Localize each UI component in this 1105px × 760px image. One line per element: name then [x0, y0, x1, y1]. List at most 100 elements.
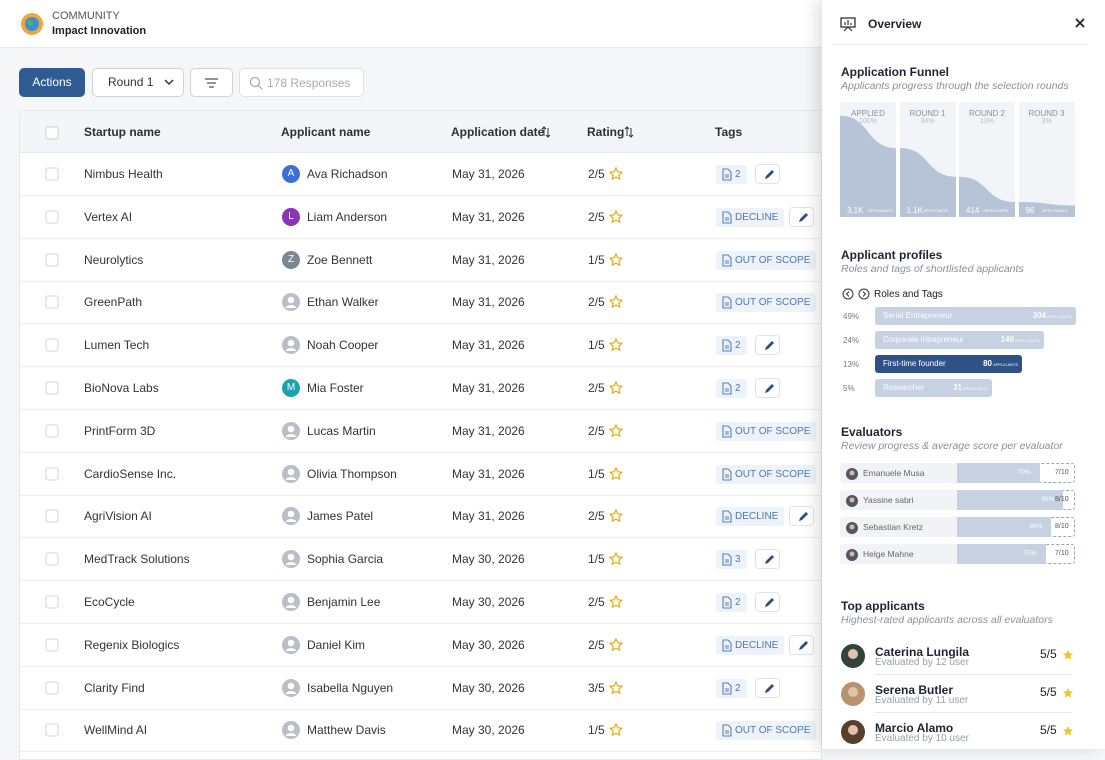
- tag-chip[interactable]: DECLINE: [716, 507, 785, 527]
- profile-bar[interactable]: First-time founder applicants 80: [875, 355, 1022, 373]
- checkbox: [45, 126, 59, 145]
- evaluator-row: [840, 490, 957, 510]
- tag-chip[interactable]: 2: [716, 379, 747, 398]
- funnel-area-svg: [899, 148, 956, 217]
- edit-button[interactable]: [755, 592, 780, 612]
- avatar: [282, 293, 300, 316]
- evaluator-row: [840, 517, 957, 537]
- star: [608, 166, 624, 186]
- applicant-name: Lucas Martin: [307, 423, 376, 438]
- evaluator-avatar: [846, 494, 858, 512]
- edit-button[interactable]: [755, 677, 780, 698]
- star-svg: [608, 294, 624, 309]
- divider: [875, 712, 1072, 713]
- top-sub: Evaluated by 12 user: [875, 657, 969, 668]
- checkbox-svg: [45, 167, 59, 181]
- table-row[interactable]: Vertex AI L Liam Anderson May 31, 2026 2/5 DE…: [20, 196, 823, 239]
- doc-icon: [721, 639, 733, 659]
- divider: [832, 44, 1088, 45]
- roles-heading: Roles and Tags: [874, 289, 943, 300]
- doc-icon: [721, 211, 733, 231]
- rating: 1/5: [588, 252, 605, 267]
- edit-button[interactable]: [755, 378, 780, 398]
- tag-chip[interactable]: OUT OF SCOPE: [716, 421, 817, 441]
- edit-button[interactable]: [755, 335, 780, 356]
- edit-button[interactable]: [755, 164, 780, 184]
- applicant-name: Liam Anderson: [307, 209, 388, 224]
- tag-chip[interactable]: 2: [716, 165, 747, 184]
- tag-chip[interactable]: 2: [716, 593, 747, 612]
- rating: 1/5: [588, 552, 605, 567]
- profile-bar[interactable]: Corporate intrapreneur applicants 149: [875, 331, 1044, 349]
- table-row[interactable]: AgriVision AI James Patel May 31, 2026 2/5 D…: [20, 495, 823, 539]
- table-row[interactable]: Regenix Biologics Daniel Kim May 30, 2026 2…: [20, 624, 823, 667]
- checkbox: [45, 295, 59, 314]
- table-row[interactable]: GreenPath Ethan Walker May 31, 2026 2/5 OUT …: [20, 281, 823, 325]
- table-row[interactable]: BioNova Labs M Mia Foster May 31, 2026 2/5 2: [20, 367, 823, 410]
- table-row[interactable]: EcoCycle Benjamin Lee May 30, 2026 2/5 2: [20, 581, 823, 624]
- tag-chip[interactable]: 3: [716, 550, 747, 570]
- evaluator-avatar-svg: [846, 522, 858, 534]
- edit-button[interactable]: [789, 206, 814, 227]
- search-box[interactable]: 178 Responses: [239, 68, 364, 97]
- tag-chip[interactable]: OUT OF SCOPE: [716, 250, 817, 270]
- rating: 2/5: [588, 509, 605, 524]
- table-row[interactable]: WellMind AI Matthew Davis May 30, 2026 1/5 O…: [20, 709, 823, 753]
- doc-icon-svg: [722, 425, 732, 438]
- section-subtitle: Highest-rated applicants across all eval…: [841, 614, 1053, 626]
- table-row[interactable]: Neurolytics Z Zoe Bennett May 31, 2026 1/5 OU…: [20, 239, 823, 282]
- funnel-column: APPLIED 100% 3,1K applicants: [840, 102, 896, 217]
- checkbox: [45, 253, 59, 272]
- table-row[interactable]: MedTrack Solutions Sophia Garcia May 30, 2…: [20, 538, 823, 582]
- tag-chip[interactable]: OUT OF SCOPE: [716, 293, 817, 313]
- tag-chip[interactable]: DECLINE: [716, 635, 785, 655]
- tag-chip[interactable]: 2: [716, 678, 747, 698]
- edit-button[interactable]: [789, 506, 814, 527]
- doc-icon: [721, 296, 733, 316]
- checkbox-svg: [45, 723, 59, 737]
- applicant-name: Mia Foster: [307, 381, 364, 395]
- doc-icon-svg: [722, 168, 732, 181]
- filter-button[interactable]: [190, 68, 233, 97]
- doc-icon: [721, 168, 733, 188]
- search-placeholder: 178 Responses: [267, 76, 351, 90]
- star-svg: [1063, 688, 1073, 698]
- profile-unit: applicants: [1047, 314, 1072, 319]
- edit-button[interactable]: [789, 634, 814, 655]
- tag-chip[interactable]: 2: [716, 336, 747, 356]
- tag-label: DECLINE: [735, 211, 779, 223]
- round-select[interactable]: Round 1: [92, 68, 184, 97]
- star-svg: [608, 722, 624, 737]
- stage-pct: 34%: [920, 118, 935, 125]
- application-date: May 30, 2026: [452, 595, 525, 609]
- tag-chip[interactable]: OUT OF SCOPE: [716, 721, 817, 741]
- close-button[interactable]: [1074, 17, 1086, 29]
- profile-bar[interactable]: Researcher applicants 31: [875, 379, 992, 397]
- startup-name: Lumen Tech: [84, 338, 150, 353]
- application-date: May 31, 2026: [452, 338, 525, 353]
- table-row[interactable]: CardioSense Inc. Olivia Thompson May 31, 2…: [20, 453, 823, 496]
- avatar: [282, 678, 300, 702]
- profile-bar[interactable]: Serial Entrepreneur applicants 304: [875, 307, 1076, 325]
- table-row[interactable]: Nimbus Health A Ava Richadson May 31, 2026 2…: [20, 153, 823, 196]
- startup-name: Neurolytics: [84, 252, 144, 267]
- rating: 2/5: [588, 595, 605, 609]
- rating: 3/5: [588, 680, 605, 695]
- pager[interactable]: [842, 288, 872, 300]
- funnel-area-svg: [1018, 202, 1075, 217]
- applicant-name: James Patel: [307, 509, 374, 524]
- table-row[interactable]: PrintForm 3D Lucas Martin May 31, 2026 2/5 O…: [20, 410, 823, 453]
- tag-chip[interactable]: OUT OF SCOPE: [716, 464, 817, 484]
- avatar: L: [282, 207, 300, 226]
- edit-button[interactable]: [755, 549, 780, 570]
- startup-name: WellMind AI: [84, 723, 148, 738]
- tag-chip[interactable]: DECLINE: [716, 207, 785, 227]
- column-header: Rating: [587, 125, 625, 139]
- star-svg: [608, 680, 624, 695]
- avatar: [282, 336, 300, 359]
- table-row[interactable]: Lumen Tech Noah Cooper May 31, 2026 1/5 2: [20, 324, 823, 368]
- evaluator-avatar: [846, 548, 858, 566]
- checkbox: [45, 723, 59, 742]
- actions-button[interactable]: Actions: [19, 68, 85, 97]
- table-row[interactable]: Clarity Find Isabella Nguyen May 30, 2026 3…: [20, 667, 823, 710]
